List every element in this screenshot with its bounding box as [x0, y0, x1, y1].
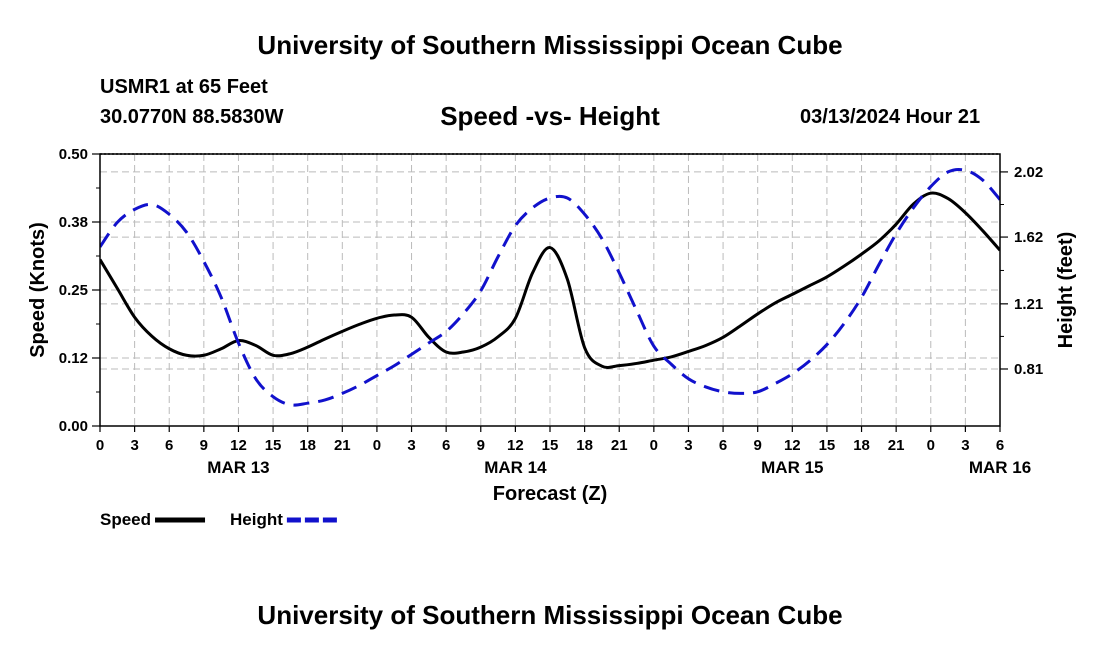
station-label: USMR1 at 65 Feet [100, 76, 268, 98]
x-tick-label: 6 [719, 437, 727, 454]
x-tick-label: 3 [407, 437, 415, 454]
y-tick-label-left: 0.50 [59, 146, 88, 163]
x-tick-label: 6 [996, 437, 1004, 454]
x-tick-label: 6 [442, 437, 450, 454]
x-tick-label: 6 [165, 437, 173, 454]
x-tick-label: 12 [230, 437, 247, 454]
x-tick-label: 3 [684, 437, 692, 454]
y-tick-label-right: 1.62 [1014, 229, 1043, 246]
x-tick-label: 18 [853, 437, 870, 454]
x-tick-label: 9 [754, 437, 762, 454]
x-tick-label: 15 [265, 437, 282, 454]
date-label: MAR 14 [484, 458, 547, 477]
x-tick-label: 21 [334, 437, 351, 454]
x-tick-label: 15 [542, 437, 559, 454]
date-label: MAR 13 [207, 458, 269, 477]
y-tick-label-right: 0.81 [1014, 361, 1043, 378]
chart-subtitle: Speed -vs- Height [440, 101, 660, 131]
y-tick-label-left: 0.25 [59, 282, 88, 299]
axes: 0 3 6 9 12 15 18 21 0 3 6 9 12 15 18 21 0 3 6 9 12 15 18 21 0 3 6 M… [27, 146, 1077, 505]
y-tick-label-left: 0.38 [59, 214, 88, 231]
x-tick-label: 9 [477, 437, 485, 454]
x-tick-label: 0 [927, 437, 935, 454]
y-tick-label-left: 0.12 [59, 350, 88, 367]
forecast-datetime: 03/13/2024 Hour 21 [800, 106, 981, 128]
footer-title: University of Southern Mississippi Ocean… [257, 600, 843, 630]
series-layer [100, 167, 1000, 407]
x-tick-label: 3 [961, 437, 969, 454]
y-tick-label-right: 2.02 [1014, 164, 1043, 181]
date-label: MAR 15 [761, 458, 823, 477]
x-tick-label: 9 [200, 437, 208, 454]
station-coordinates: 30.0770N 88.5830W [100, 106, 284, 128]
x-tick-label: 12 [784, 437, 801, 454]
page-title: University of Southern Mississippi Ocean… [257, 30, 843, 60]
y-axis-label-left: Speed (Knots) [27, 222, 49, 358]
x-tick-label: 0 [96, 437, 104, 454]
x-tick-label: 0 [650, 437, 658, 454]
y-tick-label-right: 1.21 [1014, 296, 1043, 313]
x-tick-label: 0 [373, 437, 381, 454]
y-axis-label-right: Height (feet) [1055, 232, 1077, 349]
series-line-speed [100, 191, 1000, 369]
legend-label-height: Height [230, 510, 283, 529]
x-tick-label: 12 [507, 437, 524, 454]
x-tick-label: 21 [888, 437, 905, 454]
x-tick-label: 3 [130, 437, 138, 454]
legend-label-speed: Speed [100, 510, 151, 529]
x-tick-label: 18 [576, 437, 593, 454]
series-line-height [100, 167, 1000, 407]
date-label: MAR 16 [969, 458, 1031, 477]
x-tick-label: 18 [299, 437, 316, 454]
grid [100, 154, 1000, 426]
legend: Speed Height [100, 510, 337, 529]
x-tick-label: 21 [611, 437, 628, 454]
y-tick-label-left: 0.00 [59, 418, 88, 435]
x-tick-label: 15 [819, 437, 836, 454]
x-axis-label: Forecast (Z) [493, 483, 607, 505]
